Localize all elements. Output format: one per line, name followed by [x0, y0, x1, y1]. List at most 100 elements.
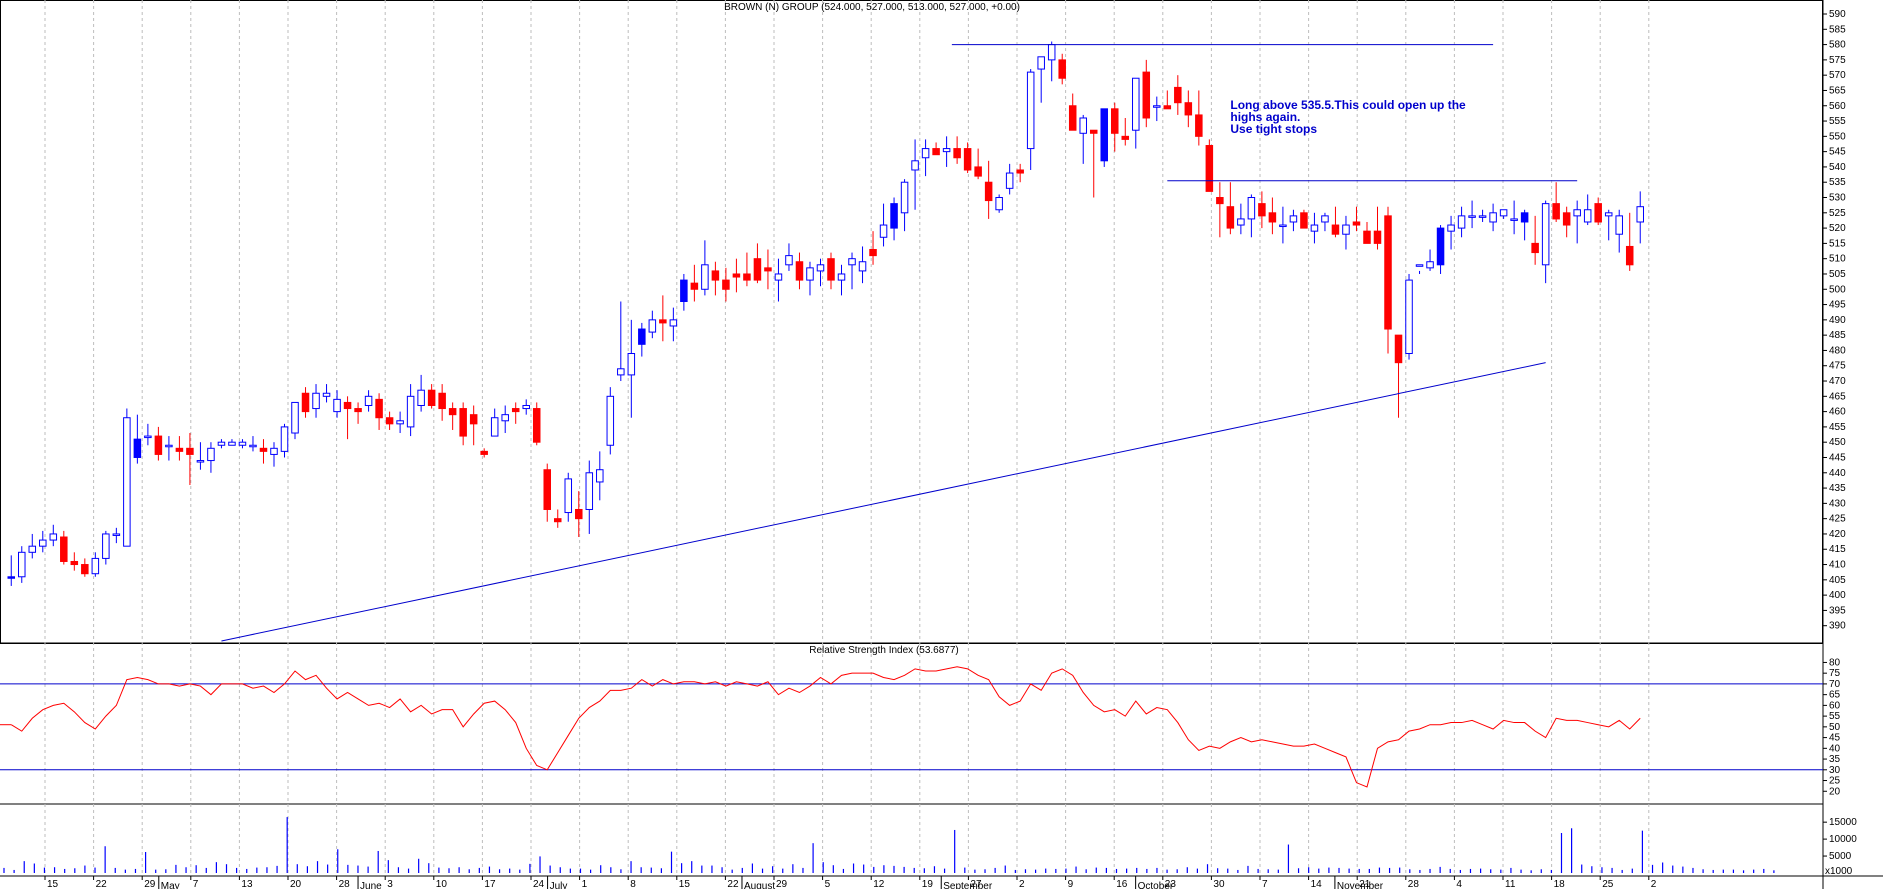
- candle: [722, 267, 730, 302]
- price-tick-label: 390: [1829, 621, 1846, 632]
- candle-body: [228, 441, 236, 446]
- volume-tick-label: 10000: [1829, 834, 1857, 845]
- candle: [522, 399, 530, 415]
- candle: [1478, 209, 1487, 222]
- day-label: 24: [533, 879, 545, 889]
- candle-body: [827, 258, 835, 281]
- candle-body: [1510, 218, 1518, 221]
- candle-body: [1216, 197, 1224, 205]
- candle: [228, 439, 236, 446]
- candle-body: [1468, 215, 1476, 218]
- annotation-line-2: highs again.: [1230, 110, 1300, 124]
- candle-body: [1310, 224, 1319, 232]
- candle: [900, 179, 909, 232]
- day-label: 7: [1262, 879, 1268, 889]
- candle: [417, 374, 425, 412]
- candle-body: [869, 249, 877, 257]
- price-tick-label: 580: [1829, 40, 1846, 51]
- rsi-tick-label: 35: [1829, 754, 1841, 765]
- candle-body: [1321, 215, 1329, 223]
- candle-body: [18, 551, 26, 578]
- candlestick-series: [7, 41, 1644, 586]
- candle: [1510, 200, 1518, 235]
- candle-body: [1142, 71, 1151, 119]
- day-label: 9: [1068, 879, 1074, 889]
- price-tick-label: 440: [1829, 468, 1846, 479]
- candle: [774, 258, 783, 302]
- rsi-tick-label: 20: [1829, 786, 1841, 797]
- trendlines: [221, 44, 1578, 642]
- candle-body: [848, 258, 856, 266]
- candle-body: [448, 408, 457, 416]
- candle-body: [322, 392, 331, 397]
- candle-body: [1174, 86, 1182, 104]
- candle: [732, 258, 741, 293]
- price-tick-label: 515: [1829, 238, 1846, 249]
- candle-body: [1499, 209, 1508, 217]
- candle-body: [638, 328, 646, 345]
- price-tick-label: 485: [1829, 330, 1846, 341]
- day-label: 21: [1359, 879, 1371, 889]
- candle-body: [333, 398, 341, 413]
- candle-body: [1005, 172, 1014, 189]
- candle-body: [648, 319, 657, 333]
- candle: [1489, 203, 1497, 232]
- candle: [1016, 163, 1024, 183]
- candle: [165, 436, 173, 461]
- day-label: 30: [1213, 879, 1225, 889]
- candle: [1594, 197, 1602, 226]
- candle: [963, 142, 972, 174]
- candle: [270, 442, 278, 467]
- candle: [375, 393, 383, 430]
- candle: [837, 264, 846, 296]
- candle-body: [1363, 230, 1371, 244]
- candle: [60, 530, 68, 565]
- candle-body: [112, 533, 121, 536]
- candle-body: [837, 273, 846, 281]
- price-tick-label: 545: [1829, 147, 1846, 158]
- day-label: 1: [582, 879, 588, 889]
- price-tick-label: 540: [1829, 162, 1846, 173]
- candle-body: [165, 444, 173, 448]
- candle: [70, 552, 79, 571]
- price-tick-label: 505: [1829, 269, 1846, 280]
- candle: [564, 472, 573, 522]
- candle-body: [217, 441, 226, 446]
- month-label: July: [550, 881, 568, 889]
- annotation-line-3: Use tight stops: [1230, 122, 1317, 136]
- candle: [1026, 69, 1035, 170]
- candle: [669, 307, 678, 342]
- candle: [816, 258, 825, 287]
- candle: [438, 384, 446, 421]
- candle-body: [1636, 206, 1644, 223]
- price-tick-label: 420: [1829, 529, 1846, 540]
- candle-body: [596, 469, 604, 483]
- candle: [617, 301, 625, 382]
- candle-body: [207, 447, 215, 462]
- rsi-tick-label: 70: [1829, 679, 1841, 690]
- candle-body: [1058, 59, 1066, 79]
- candle: [984, 160, 993, 219]
- rsi-tick-label: 45: [1829, 733, 1841, 744]
- candle: [333, 390, 341, 418]
- candle-body: [1615, 215, 1623, 235]
- candle-body: [606, 395, 615, 446]
- candle-body: [1047, 44, 1056, 61]
- candle-body: [123, 417, 131, 547]
- price-tick-label: 475: [1829, 361, 1846, 372]
- day-label: 14: [1311, 879, 1323, 889]
- candle: [217, 439, 226, 449]
- candle: [490, 408, 499, 437]
- candle: [1100, 108, 1109, 167]
- price-panel-frame: [0, 0, 1823, 644]
- candle: [1132, 77, 1140, 149]
- candle-body: [785, 255, 793, 266]
- candle: [1310, 212, 1319, 244]
- rsi-tick-label: 80: [1829, 657, 1841, 668]
- candle: [680, 273, 688, 311]
- candle-body: [1079, 117, 1087, 134]
- candle: [249, 436, 257, 452]
- candle-body: [91, 557, 100, 575]
- candle-body: [186, 447, 194, 455]
